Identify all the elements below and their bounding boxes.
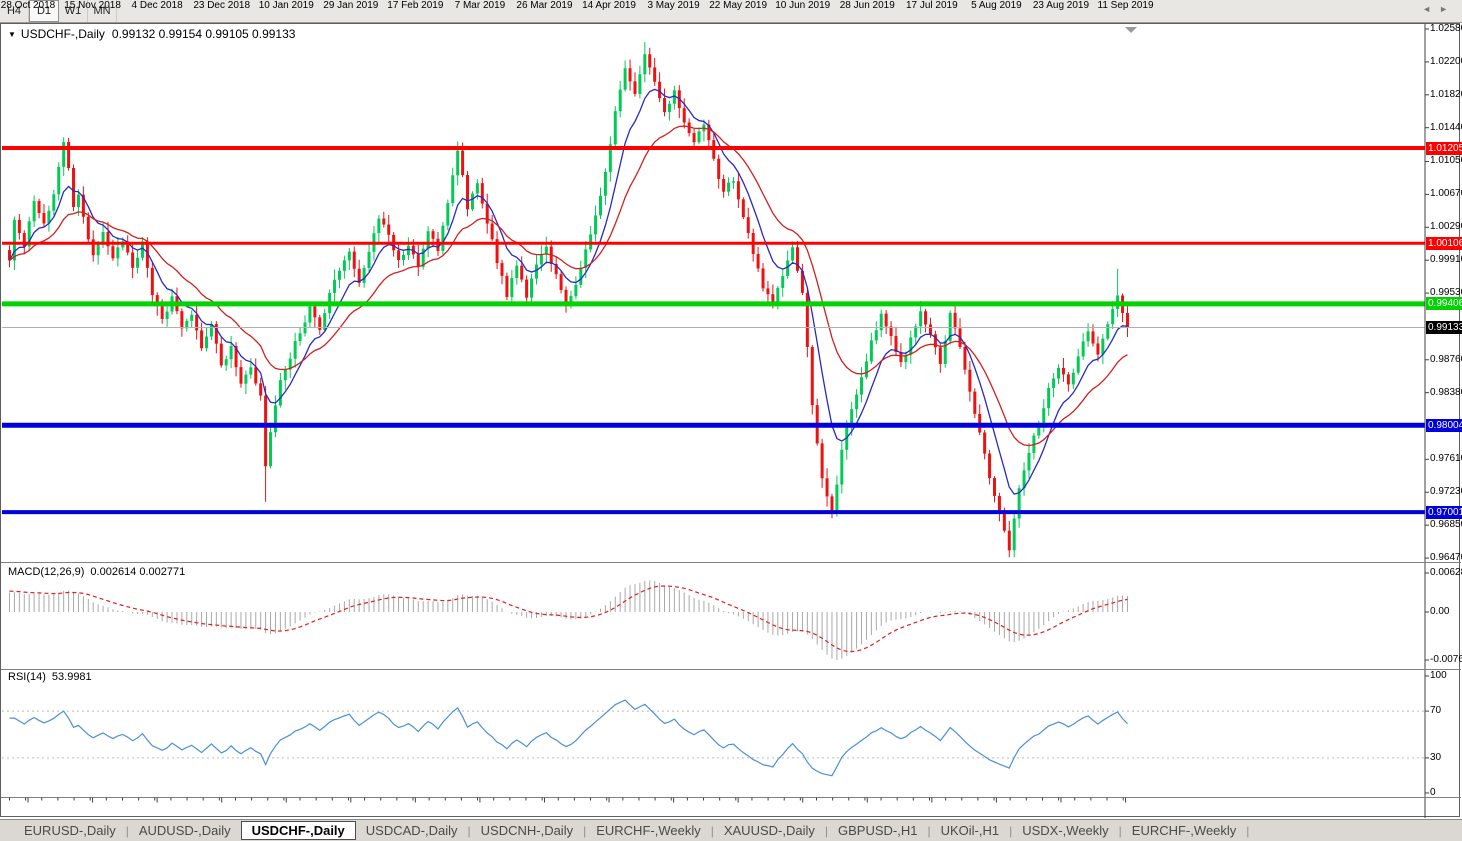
rsi-indicator-label: RSI(14) 53.9981 — [8, 671, 92, 683]
date-tick-label: 28 Oct 2018 — [0, 0, 56, 11]
chart-window[interactable] — [0, 22, 1460, 817]
chart-title: ▼ USDCHF-,Daily 0.99132 0.99154 0.99105 0.… — [8, 27, 295, 41]
chart-ohlc-readout: 0.99132 0.99154 0.99105 0.99133 — [111, 27, 296, 41]
date-tick-label: 15 Nov 2018 — [64, 0, 121, 11]
tab-separator: | — [824, 823, 828, 838]
rsi-tick-label: 30 — [1430, 751, 1442, 763]
tab-scroll-arrows[interactable]: ◄► — [1422, 4, 1456, 14]
tab-scroll-right-icon[interactable]: ► — [1439, 4, 1456, 14]
macd-name: MACD(12,26,9) — [8, 566, 85, 578]
price-badge: 1.01205 — [1426, 141, 1462, 155]
date-tick-label: 23 Dec 2018 — [193, 0, 251, 11]
date-tick-label: 29 Jan 2019 — [323, 0, 379, 11]
price-badge: 0.98004 — [1426, 418, 1462, 432]
rsi-name: RSI(14) — [8, 671, 46, 683]
price-tick-label: 1.01440 — [1430, 121, 1462, 133]
tab-separator: | — [927, 823, 931, 838]
rsi-value: 53.9981 — [51, 671, 92, 683]
price-badge: 1.00106 — [1426, 236, 1462, 250]
rsi-tick-label: 0 — [1430, 787, 1436, 798]
chart-tab-eurchf-weekly[interactable]: EURCHF-,Weekly — [596, 823, 701, 838]
date-tick-label: 23 Aug 2019 — [1032, 0, 1090, 11]
chart-tab-xauusd-daily[interactable]: XAUUSD-,Daily — [723, 823, 815, 838]
price-tick-label: 1.00670 — [1430, 188, 1462, 200]
chart-tab-eurusd-daily[interactable]: EURUSD-,Daily — [24, 823, 116, 838]
date-tick-label: 26 Mar 2019 — [516, 0, 573, 11]
date-tick-label: 11 Sep 2019 — [1097, 0, 1154, 11]
chart-tab-usdchf-daily[interactable]: USDCHF-,Daily — [240, 821, 356, 840]
price-badge: 0.99406 — [1426, 297, 1462, 311]
price-tick-label: 1.01820 — [1430, 88, 1462, 100]
date-tick-label: 3 May 2019 — [647, 0, 700, 11]
tab-separator: | — [1118, 823, 1122, 838]
tab-separator: | — [1246, 823, 1250, 838]
date-tick-label: 28 Jun 2019 — [839, 0, 895, 11]
timeframe-button-w1[interactable]: W1 — [59, 0, 88, 22]
chart-tab-usdx-weekly[interactable]: USDX-,Weekly — [1022, 823, 1109, 838]
tab-separator: | — [583, 823, 587, 838]
tab-separator: | — [467, 823, 471, 838]
chart-tab-audusd-daily[interactable]: AUDUSD-,Daily — [138, 823, 231, 838]
timeframe-toolbar: H4 D1 W1 MN — [0, 0, 1462, 23]
date-tick-label: 10 Jun 2019 — [775, 0, 831, 11]
macd-tick-label: -0.00762 — [1430, 654, 1462, 665]
date-tick-label: 17 Feb 2019 — [387, 0, 444, 11]
chart-tab-gbpusd-h1[interactable]: GBPUSD-,H1 — [837, 823, 918, 838]
chart-tab-usdcnh-daily[interactable]: USDCNH-,Daily — [480, 823, 574, 838]
macd-values: 0.002614 0.002771 — [90, 566, 186, 578]
timeframe-button-d1[interactable]: D1 — [29, 0, 59, 22]
date-tick-label: 17 Jul 2019 — [905, 0, 958, 11]
price-badge: 0.99133 — [1426, 320, 1462, 334]
tab-scroll-left-icon[interactable]: ◄ — [1422, 4, 1440, 14]
chart-dropdown-icon[interactable]: ▼ — [8, 30, 16, 39]
tab-separator: | — [1009, 823, 1013, 838]
date-tick-label: 5 Aug 2019 — [971, 0, 1022, 11]
date-tick-label: 7 Mar 2019 — [454, 0, 506, 11]
tab-separator: | — [125, 823, 129, 838]
timeframe-button-h4[interactable]: H4 — [0, 0, 29, 22]
date-tick-label: 4 Dec 2018 — [131, 0, 183, 11]
macd-tick-label: 0.00 — [1430, 606, 1450, 617]
price-badge: 0.97001 — [1426, 505, 1462, 519]
chart-tab-usdcad-daily[interactable]: USDCAD-,Daily — [365, 823, 458, 838]
macd-tick-label: 0.006286 — [1430, 567, 1462, 578]
price-tick-label: 1.01050 — [1430, 155, 1462, 167]
price-tick-label: 1.02580 — [1430, 23, 1462, 34]
rsi-tick-label: 70 — [1430, 705, 1442, 717]
date-tick-label: 22 May 2019 — [709, 0, 768, 11]
symbol-tab-bar: EURUSD-,Daily | AUDUSD-,Daily USDCHF-,Daily… — [0, 819, 1462, 841]
rsi-tick-label: 100 — [1430, 670, 1447, 681]
date-tick-label: 14 Apr 2019 — [582, 0, 636, 11]
date-tick-label: 10 Jan 2019 — [258, 0, 314, 11]
price-tick-label: 1.02200 — [1430, 55, 1462, 67]
chart-tab-eurchf-weekly[interactable]: EURCHF-,Weekly — [1131, 823, 1237, 838]
price-tick-label: 0.96470 — [1430, 552, 1462, 564]
timeframe-button-mn[interactable]: MN — [88, 0, 117, 22]
tab-separator: | — [710, 823, 714, 838]
macd-indicator-label: MACD(12,26,9) 0.002614 0.002771 — [8, 566, 185, 578]
chart-symbol-label: USDCHF-,Daily — [20, 27, 105, 41]
chart-tab-ukoil-h1[interactable]: UKOil-,H1 — [940, 823, 1000, 838]
